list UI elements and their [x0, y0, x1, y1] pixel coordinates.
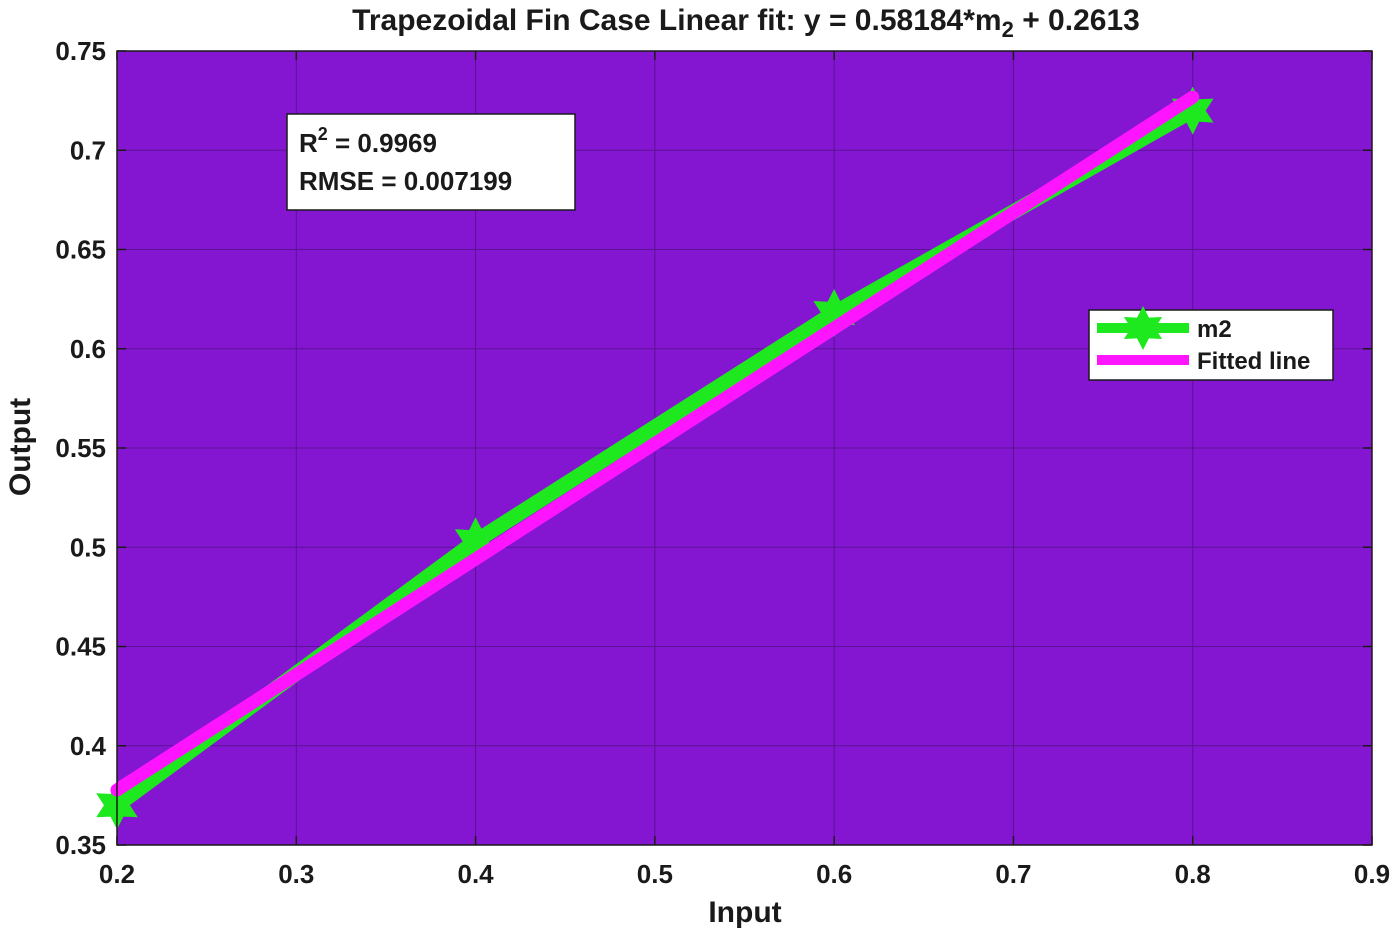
y-tick-label: 0.65 [55, 235, 106, 265]
tick-labels: 0.2 0.3 0.4 0.5 0.6 0.7 0.8 0.9 0.35 0.4 0.45 0.5 0.… [55, 36, 1390, 889]
series-m2-point [1171, 86, 1214, 135]
series-m2-point [813, 289, 855, 337]
chart-title: Trapezoidal Fin Case Linear fit: y = 0.5… [352, 4, 1140, 42]
stats-annotation: R2 = 0.9969 RMSE = 0.007199 [286, 113, 576, 211]
x-tick-label: 0.9 [1354, 859, 1390, 889]
x-tick-label: 0.7 [995, 859, 1031, 889]
y-tick-label: 0.4 [70, 731, 107, 761]
y-axis-label: Output [4, 398, 37, 496]
legend-m2-marker [1123, 306, 1163, 350]
x-tick-label: 0.6 [816, 859, 852, 889]
y-tick-label: 0.55 [55, 433, 106, 463]
stats-annotation-box [286, 113, 576, 211]
y-tick-label: 0.6 [70, 334, 106, 364]
chart-title-subscript: 2 [1002, 17, 1014, 42]
legend-m2-label: m2 [1197, 316, 1232, 343]
series-fitted-line [110, 90, 1200, 797]
chart-title-suffix: + 0.2613 [1014, 4, 1140, 37]
x-tick-label: 0.3 [278, 859, 314, 889]
y-tick-label: 0.35 [55, 830, 106, 860]
rmse-text: RMSE = 0.007199 [299, 166, 512, 196]
legend: m2 Fitted line [1088, 306, 1334, 381]
x-tick-label: 0.8 [1175, 859, 1211, 889]
y-tick-label: 0.75 [55, 36, 106, 66]
r-squared-value: = 0.9969 [328, 128, 437, 158]
series-fitted-line-line [110, 90, 1200, 797]
r-squared-text: R2 = 0.9969 [299, 124, 437, 158]
chart-title-prefix: Trapezoidal Fin Case Linear fit: y = 0.5… [352, 4, 1001, 37]
legend-fitted-label: Fitted line [1197, 348, 1310, 375]
x-tick-label: 0.2 [99, 859, 135, 889]
y-tick-label: 0.7 [70, 135, 106, 165]
series-m2-point [454, 517, 497, 566]
x-tick-label: 0.5 [637, 859, 673, 889]
x-axis-label: Input [708, 896, 781, 929]
ticks [116, 50, 1373, 846]
y-tick-label: 0.5 [70, 532, 106, 562]
x-tick-label: 0.4 [457, 859, 494, 889]
r-squared-label: R [299, 128, 318, 158]
y-tick-label: 0.45 [55, 632, 106, 662]
r-squared-superscript: 2 [318, 124, 328, 144]
